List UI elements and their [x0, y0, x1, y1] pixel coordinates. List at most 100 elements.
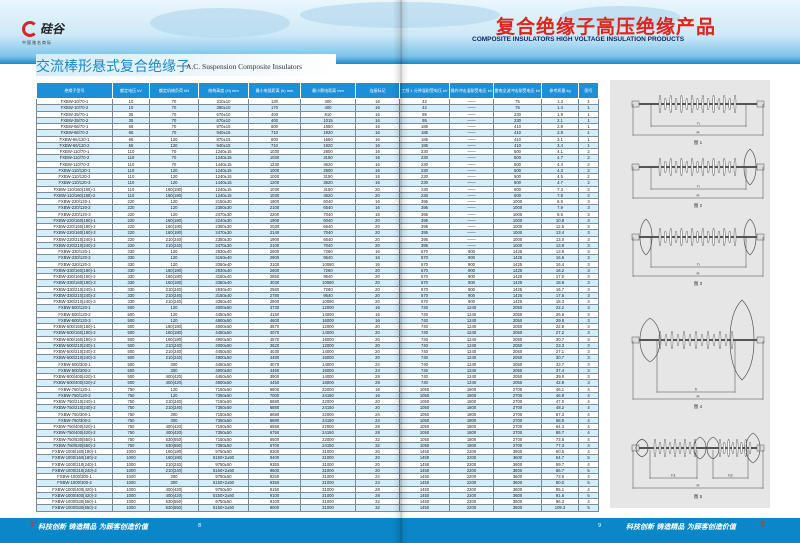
table-cell: 3	[578, 341, 599, 350]
table-cell: 4	[578, 385, 599, 393]
table-cell: 3	[578, 316, 599, 325]
shed	[669, 157, 672, 177]
table-row: FXBW-500/400(420)-1 500 400(420) 4450±50 390…	[36, 372, 599, 381]
table-row: FXBW-500/210(240)-1 500 210(240) 4000±50 362…	[36, 341, 599, 350]
table-cell: 3	[578, 291, 599, 300]
table-cell: 3	[578, 297, 599, 306]
table-cell: 4	[578, 497, 599, 506]
table-cell: 3	[578, 372, 599, 381]
dimension-label: H	[697, 394, 700, 399]
insulator-sheds	[718, 438, 752, 458]
dimension-label: h2	[728, 473, 733, 478]
shed	[690, 94, 694, 114]
grading-ring	[635, 438, 643, 458]
shed	[685, 230, 689, 244]
figure-caption: 图 1	[694, 140, 703, 146]
page-subtitle: COMPOSITE INSULATORS HIGH VOLTAGE INSULA…	[472, 36, 685, 43]
table-row: FXBW-500/120-3 500 120 4900±50 4600 16000 16 74…	[36, 316, 599, 325]
table-cell: 1	[578, 116, 599, 125]
shed	[678, 441, 682, 455]
shed	[673, 438, 677, 458]
grading-ring	[706, 436, 714, 460]
shed	[731, 441, 735, 455]
table-cell: 4	[578, 416, 599, 425]
dimension-label: h1	[671, 473, 676, 478]
table-cell: 5	[578, 504, 599, 512]
logo-subtitle: 中国驰名商标	[22, 40, 52, 45]
column-header: 连接标记	[355, 82, 400, 99]
shed	[658, 441, 662, 455]
table-cell: 1	[578, 110, 599, 118]
grading-ring	[745, 432, 754, 464]
footer-band	[0, 518, 800, 543]
table-row: FXBW-110/120-3 110 120 1440±15 1200 3620 16 230…	[36, 179, 599, 187]
table-row: FXBW-750/530(550)-2 750 530(550) 7350±50 670…	[36, 441, 599, 450]
table-row: FXBW-330/210(240)-3 330 210(240) 3350±40 290…	[36, 297, 599, 306]
shed	[683, 438, 687, 458]
shed	[712, 333, 716, 347]
shed	[670, 330, 674, 350]
insulator-sheds	[658, 227, 737, 247]
dimension-label: h	[695, 387, 697, 392]
page-number: 9	[598, 523, 602, 529]
table-row: FXBW-1000/210(240)-2 1000 210(240) 5150×2±5…	[36, 466, 599, 475]
shed	[717, 97, 721, 111]
end-fitting	[631, 163, 640, 171]
table-cell: 4	[578, 404, 599, 412]
table-header: 绝缘子型号 额定电压 kV 额定机械负荷 kN 结构高度 (H) mm 最小电弧距离 (…	[36, 82, 599, 99]
table-row: FXBW-10/70-2 10 70 360±10 170 400 16 42 —— 75 1.4 1	[36, 104, 599, 112]
footer-slogan: 科技创新 铸造精品 为顾客创造价值	[38, 523, 148, 531]
dimension-label: H	[697, 193, 700, 198]
page-number: 8	[198, 523, 202, 529]
spec-table: 绝缘子型号 额定电压 kV 额定机械负荷 kN 结构高度 (H) mm 最小电弧距离 (…	[36, 82, 599, 512]
grading-ring	[729, 299, 743, 381]
shed	[723, 94, 726, 114]
table-row: FXBW-750/120-1 750 120 7150±50 6800 22000 16 10…	[36, 385, 599, 393]
table-row: FXBW-500/120-1 500 120 4000±50 3730 12000 16 74…	[36, 304, 599, 312]
table-row: FXBW-1000/160(180)-1 1000 160(180) 9750±50 9…	[36, 447, 599, 456]
shed	[680, 227, 683, 247]
table-cell: 3	[578, 304, 599, 312]
page-title: 复合绝缘子高压绝缘产品	[496, 16, 717, 38]
column-header: 操作冲击湿耐受电压 kV	[449, 82, 494, 99]
shed	[669, 94, 672, 114]
table-cell: 530(550)	[149, 504, 199, 512]
table-cell: 4	[578, 397, 599, 406]
end-fitting	[631, 336, 640, 344]
shed	[653, 438, 657, 458]
shed	[748, 441, 752, 455]
table-row: FXBW-750/300-2 750 300 7350±50 6880 24150 24 10…	[36, 416, 599, 425]
table-cell: 5	[578, 479, 599, 487]
table-cell: 109.3	[541, 504, 579, 512]
table-row: FXBW-110/70-1 110 70 1240±15 1030 2800 16 230 ——…	[36, 147, 599, 156]
table-cell: 4	[578, 485, 599, 493]
table-row: FXBW-500/160(180)-2 500 160(180) 4450±50 407…	[36, 329, 599, 337]
table-row: FXBW-1000/300-1 1000 300 9750±50 9250 31000 24…	[36, 472, 599, 481]
footer-mark-icon: ‡	[30, 520, 35, 530]
grading-ring	[743, 218, 751, 256]
shed	[682, 330, 686, 350]
figure-caption: 图 3	[694, 281, 703, 287]
shed	[664, 230, 667, 244]
table-row: FXBW-1000/160(180)-2 1000 160(180) 5150×2±5…	[36, 454, 599, 462]
table-cell: 3	[578, 335, 599, 343]
table-cell: 3600	[493, 504, 542, 512]
shed	[701, 227, 705, 247]
grading-ring	[641, 438, 649, 458]
shed	[668, 441, 672, 455]
dimension-label: h	[697, 262, 699, 267]
table-row: FXBW-1000/210(240)-1 1000 210(240) 9750±50 9…	[36, 460, 599, 468]
end-fitting	[631, 233, 640, 241]
shed	[733, 227, 737, 247]
shed	[669, 227, 672, 247]
table-row: FXBW-500/160(180)-3 500 160(180) 4900±50 457…	[36, 335, 599, 343]
shed	[680, 157, 683, 177]
world-map-graphic	[560, 6, 680, 28]
table-body: FXBW-10/70-1 10 70 310±10 130 300 16 42 —— 75 1.3 1…	[36, 97, 599, 512]
column-header: 参考质量 kg	[541, 82, 579, 99]
shed	[674, 97, 678, 111]
shed	[696, 97, 699, 111]
figure-caption: 图 4	[694, 404, 703, 410]
